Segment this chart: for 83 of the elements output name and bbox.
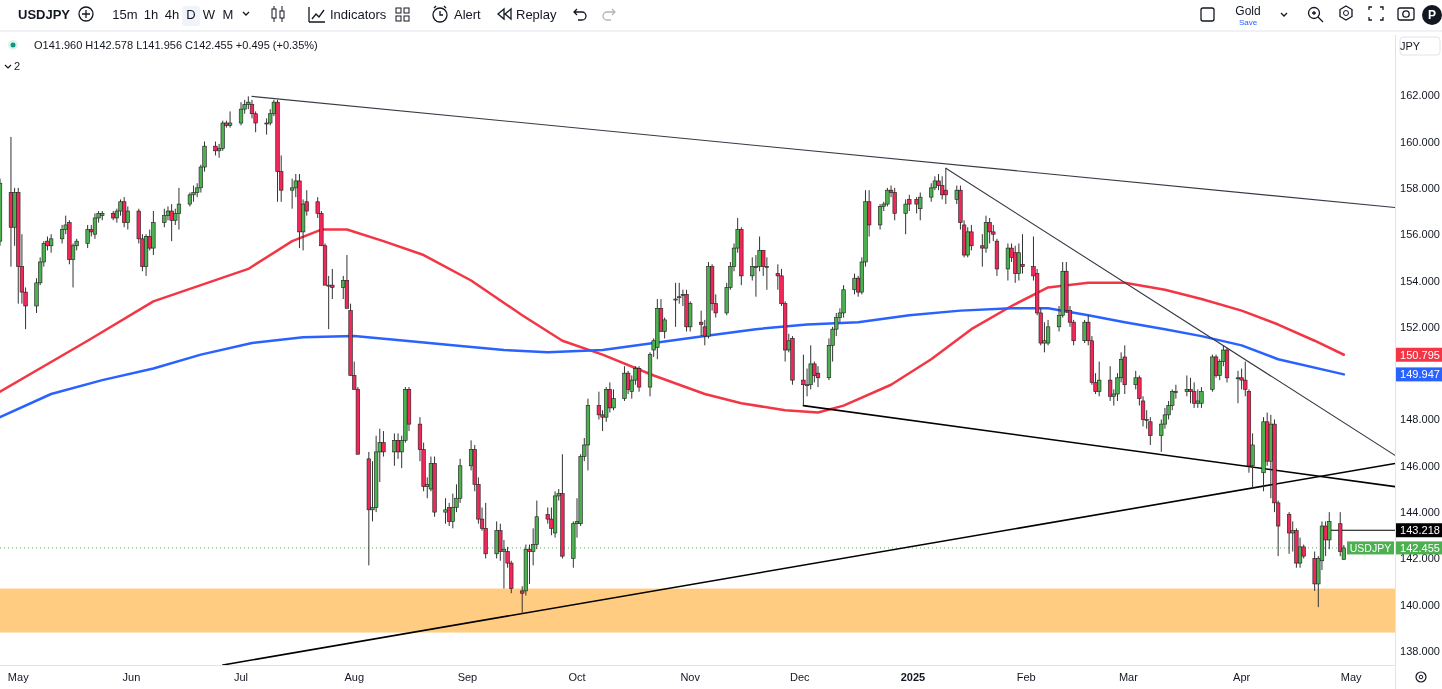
candlestick <box>162 208 167 228</box>
candlestick <box>1195 388 1200 409</box>
candlestick <box>607 381 612 414</box>
chart-title: USDJPY <box>18 7 71 22</box>
annotation: 2 <box>13 60 21 72</box>
y-tick-label: 144.000 <box>1400 506 1440 519</box>
y-tick-label: 154.000 <box>1400 274 1440 287</box>
text: 4h <box>164 7 180 22</box>
ref-line-label: 142.455 <box>1400 541 1440 554</box>
candlestick <box>636 365 642 393</box>
y-tick-label: 152.000 <box>1400 320 1440 333</box>
text: Indicators <box>330 7 387 22</box>
candlestick <box>841 284 846 319</box>
candlestick <box>626 370 631 395</box>
y-tick-label: 138.000 <box>1400 645 1440 658</box>
candlestick <box>812 361 817 383</box>
candlestick <box>1287 511 1292 555</box>
candlestick <box>892 187 897 221</box>
candlestick <box>611 388 616 411</box>
text: Save <box>1238 18 1258 27</box>
candlestick <box>1323 520 1328 557</box>
x-tick-label: Oct <box>568 671 586 683</box>
x-tick-label: May <box>1340 671 1363 683</box>
text: 149.947 <box>1400 368 1440 381</box>
candlestick <box>1235 370 1241 404</box>
text: 150.795 <box>1400 348 1440 361</box>
candlestick <box>1005 242 1011 282</box>
candlestick <box>1199 386 1204 409</box>
text: 143.218 <box>1400 524 1440 537</box>
text: 1h <box>143 7 159 22</box>
candlestick <box>1020 233 1025 275</box>
line-series <box>0 307 1346 419</box>
x-tick-label: Jun <box>122 671 141 683</box>
text: M <box>222 7 234 22</box>
candlestick <box>1192 381 1197 409</box>
chart-subtitle: O141.960 H142.578 L141.956 C142.455 +0.495 (+0.35%) <box>34 39 318 51</box>
candlestick <box>943 167 948 205</box>
candlestick <box>1082 319 1087 344</box>
text: D <box>186 7 196 22</box>
candlestick <box>673 282 678 328</box>
candlestick <box>903 198 908 235</box>
text: W <box>202 7 216 22</box>
candlestick <box>1097 361 1102 397</box>
candlestick <box>815 365 821 388</box>
candlestick <box>801 354 806 407</box>
x-tick-label: Dec <box>789 671 811 683</box>
candlestick <box>443 497 448 525</box>
candlestick <box>852 273 857 295</box>
x-tick-label: May <box>7 671 30 683</box>
annotation: USDJPY <box>1349 541 1392 554</box>
candlestick <box>1188 377 1193 404</box>
candlestick <box>1108 365 1113 402</box>
candlestick <box>125 205 130 231</box>
text: P <box>1427 8 1437 22</box>
y-tick-label: 158.000 <box>1400 181 1440 194</box>
text: 15m <box>112 7 138 22</box>
x-tick-label: 2025 <box>900 671 926 683</box>
x-tick-label: Sep <box>457 671 478 683</box>
text: Replay <box>516 7 557 22</box>
y-tick-label: 162.000 <box>1400 89 1440 102</box>
y-tick-label: 156.000 <box>1400 228 1440 241</box>
candlestick <box>965 226 970 258</box>
candlestick <box>381 430 386 458</box>
candlestick <box>885 187 890 207</box>
x-tick-label: Feb <box>1016 671 1036 683</box>
text: Alert <box>454 7 482 22</box>
candlestick <box>290 178 295 210</box>
candlestick <box>49 233 54 254</box>
y-tick-label: 148.000 <box>1400 413 1440 426</box>
y-tick-label: 140.000 <box>1400 598 1440 611</box>
candlestick <box>392 432 397 467</box>
x-tick-label: Nov <box>680 671 701 683</box>
candlestick <box>1184 374 1189 397</box>
text: JPY <box>1399 40 1421 52</box>
x-tick-label: Mar <box>1118 671 1139 683</box>
y-tick-label: 146.000 <box>1400 459 1440 472</box>
x-tick-label: Aug <box>344 671 365 683</box>
y-tick-label: 160.000 <box>1400 135 1440 148</box>
text: Gold <box>1235 4 1261 18</box>
x-tick-label: Jul <box>233 671 249 683</box>
line-series <box>0 228 1346 414</box>
y-tick-label: 142.000 <box>1400 552 1440 565</box>
x-tick-label: Apr <box>1233 671 1251 683</box>
